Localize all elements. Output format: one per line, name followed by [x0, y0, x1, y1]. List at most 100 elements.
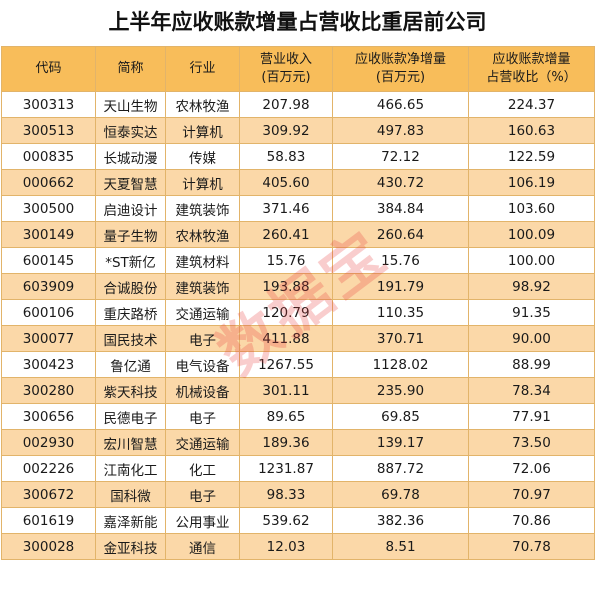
cell-receivable-increase: 235.90	[332, 377, 469, 404]
table-row: 300672 国科微 电子 98.33 69.78 70.97	[1, 481, 595, 508]
cell-industry: 计算机	[165, 117, 240, 144]
cell-name: 紫天科技	[95, 377, 166, 404]
cell-code: 300028	[1, 533, 96, 560]
cell-ratio: 106.19	[468, 169, 595, 196]
cell-revenue: 58.83	[239, 143, 333, 170]
cell-receivable-increase: 110.35	[332, 299, 469, 326]
cell-name: 国科微	[95, 481, 166, 508]
cell-code: 603909	[1, 273, 96, 300]
cell-name: 国民技术	[95, 325, 166, 352]
cell-industry: 交通运输	[165, 299, 240, 326]
cell-revenue: 405.60	[239, 169, 333, 196]
cell-revenue: 1231.87	[239, 455, 333, 482]
table-body: 300313 天山生物 农林牧渔 207.98 466.65 224.37 300513 恒泰…	[1, 91, 595, 560]
cell-code: 300513	[1, 117, 96, 144]
cell-name: 重庆路桥	[95, 299, 166, 326]
cell-ratio: 100.09	[468, 221, 595, 248]
cell-revenue: 98.33	[239, 481, 333, 508]
cell-ratio: 98.92	[468, 273, 595, 300]
cell-receivable-increase: 887.72	[332, 455, 469, 482]
cell-industry: 电子	[165, 481, 240, 508]
table-row: 300149 量子生物 农林牧渔 260.41 260.64 100.09	[1, 221, 595, 248]
cell-industry: 通信	[165, 533, 240, 560]
table-row: 000835 长城动漫 传媒 58.83 72.12 122.59	[1, 143, 595, 170]
cell-code: 300500	[1, 195, 96, 222]
table-row: 603909 合诚股份 建筑装饰 193.88 191.79 98.92	[1, 273, 595, 300]
cell-code: 600106	[1, 299, 96, 326]
cell-name: 天夏智慧	[95, 169, 166, 196]
table-row: 600145 *ST新亿 建筑材料 15.76 15.76 100.00	[1, 247, 595, 274]
column-header-receivable-increase: 应收账款净增量 (百万元)	[332, 46, 469, 92]
cell-code: 300280	[1, 377, 96, 404]
cell-ratio: 70.78	[468, 533, 595, 560]
column-header-code: 代码	[1, 46, 96, 92]
cell-receivable-increase: 466.65	[332, 91, 469, 118]
cell-code: 002226	[1, 455, 96, 482]
table-row: 601619 嘉泽新能 公用事业 539.62 382.36 70.86	[1, 507, 595, 534]
cell-name: 天山生物	[95, 91, 166, 118]
cell-receivable-increase: 15.76	[332, 247, 469, 274]
table-row: 300423 鲁亿通 电气设备 1267.55 1128.02 88.99	[1, 351, 595, 378]
table-row: 300656 民德电子 电子 89.65 69.85 77.91	[1, 403, 595, 430]
cell-industry: 电子	[165, 403, 240, 430]
cell-name: 启迪设计	[95, 195, 166, 222]
cell-ratio: 78.34	[468, 377, 595, 404]
cell-ratio: 77.91	[468, 403, 595, 430]
cell-ratio: 88.99	[468, 351, 595, 378]
cell-ratio: 70.86	[468, 507, 595, 534]
table-row: 000662 天夏智慧 计算机 405.60 430.72 106.19	[1, 169, 595, 196]
cell-receivable-increase: 260.64	[332, 221, 469, 248]
cell-ratio: 224.37	[468, 91, 595, 118]
cell-receivable-increase: 430.72	[332, 169, 469, 196]
cell-industry: 建筑材料	[165, 247, 240, 274]
cell-revenue: 207.98	[239, 91, 333, 118]
cell-code: 002930	[1, 429, 96, 456]
cell-code: 601619	[1, 507, 96, 534]
cell-revenue: 309.92	[239, 117, 333, 144]
cell-revenue: 12.03	[239, 533, 333, 560]
cell-receivable-increase: 72.12	[332, 143, 469, 170]
cell-revenue: 120.79	[239, 299, 333, 326]
cell-name: 鲁亿通	[95, 351, 166, 378]
cell-receivable-increase: 497.83	[332, 117, 469, 144]
cell-industry: 传媒	[165, 143, 240, 170]
cell-revenue: 539.62	[239, 507, 333, 534]
table-row: 600106 重庆路桥 交通运输 120.79 110.35 91.35	[1, 299, 595, 326]
cell-ratio: 100.00	[468, 247, 595, 274]
cell-name: 江南化工	[95, 455, 166, 482]
table-row: 300313 天山生物 农林牧渔 207.98 466.65 224.37	[1, 91, 595, 118]
data-table: 代码 简称 行业 营业收入 (百万元) 应收账款净增量 (百万元) 应收账款增量 占营收比（%）…	[1, 46, 595, 560]
cell-name: 量子生物	[95, 221, 166, 248]
cell-name: 金亚科技	[95, 533, 166, 560]
table-row: 300077 国民技术 电子 411.88 370.71 90.00	[1, 325, 595, 352]
cell-code: 300656	[1, 403, 96, 430]
cell-ratio: 70.97	[468, 481, 595, 508]
column-header-revenue: 营业收入 (百万元)	[239, 46, 333, 92]
cell-code: 300077	[1, 325, 96, 352]
cell-code: 300313	[1, 91, 96, 118]
column-header-ratio: 应收账款增量 占营收比（%）	[468, 46, 595, 92]
cell-revenue: 193.88	[239, 273, 333, 300]
cell-industry: 建筑装饰	[165, 195, 240, 222]
cell-ratio: 122.59	[468, 143, 595, 170]
cell-ratio: 72.06	[468, 455, 595, 482]
cell-industry: 计算机	[165, 169, 240, 196]
cell-ratio: 73.50	[468, 429, 595, 456]
column-header-industry: 行业	[165, 46, 240, 92]
cell-name: 恒泰实达	[95, 117, 166, 144]
cell-code: 600145	[1, 247, 96, 274]
cell-name: 合诚股份	[95, 273, 166, 300]
table-row: 002930 宏川智慧 交通运输 189.36 139.17 73.50	[1, 429, 595, 456]
page-title: 上半年应收账款增量占营收比重居前公司	[108, 10, 487, 34]
cell-revenue: 371.46	[239, 195, 333, 222]
cell-revenue: 89.65	[239, 403, 333, 430]
cell-name: *ST新亿	[95, 247, 166, 274]
cell-revenue: 411.88	[239, 325, 333, 352]
cell-name: 长城动漫	[95, 143, 166, 170]
cell-industry: 建筑装饰	[165, 273, 240, 300]
cell-industry: 电子	[165, 325, 240, 352]
cell-ratio: 160.63	[468, 117, 595, 144]
cell-code: 000662	[1, 169, 96, 196]
cell-ratio: 91.35	[468, 299, 595, 326]
table-row: 002226 江南化工 化工 1231.87 887.72 72.06	[1, 455, 595, 482]
